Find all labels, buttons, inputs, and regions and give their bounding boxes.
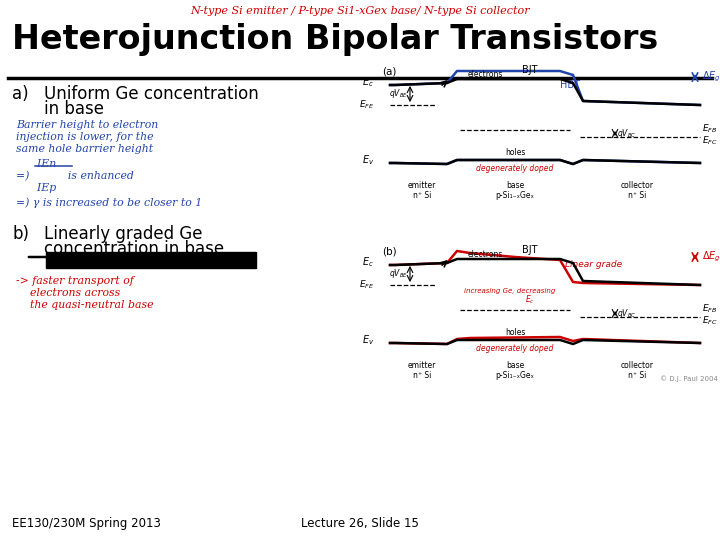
Text: $E_c$: $E_c$ [525,293,535,306]
Text: $E_c$: $E_c$ [362,255,374,269]
Text: EE130/230M Spring 2013: EE130/230M Spring 2013 [12,517,161,530]
Text: (b): (b) [382,247,397,257]
Text: holes: holes [505,148,525,157]
Text: increasing Ge, decreasing: increasing Ge, decreasing [464,288,556,294]
Text: $E_{FB}$: $E_{FB}$ [702,123,717,135]
Text: emitter
n⁺ Si: emitter n⁺ Si [408,181,436,200]
Text: concentration in base: concentration in base [44,240,224,258]
Text: Uniform Ge concentration: Uniform Ge concentration [44,85,258,103]
Text: electrons: electrons [467,250,503,259]
Text: $qV_{BE}$: $qV_{BE}$ [389,87,408,100]
Text: same hole barrier height: same hole barrier height [16,144,153,154]
Text: N-type Si emitter / P-type Si1-xGex base/ N-type Si collector: N-type Si emitter / P-type Si1-xGex base… [190,6,530,16]
Text: $E_v$: $E_v$ [361,153,374,167]
Text: $E_{FC}$: $E_{FC}$ [702,135,718,147]
Bar [46,252,256,268]
Text: (a): (a) [382,67,397,77]
Text: b): b) [12,225,29,243]
Text: electrons across: electrons across [16,288,120,298]
Text: emitter
n⁺ Si: emitter n⁺ Si [408,361,436,380]
Text: degenerately doped: degenerately doped [477,344,554,353]
Text: Heterojunction Bipolar Transistors: Heterojunction Bipolar Transistors [12,23,658,56]
Text: IEn: IEn [16,159,56,169]
Text: Barrier height to electron: Barrier height to electron [16,120,158,130]
Text: collector
n⁺ Si: collector n⁺ Si [621,361,654,380]
Text: $qV_{BE}$: $qV_{BE}$ [389,267,408,280]
Text: -> faster transport of: -> faster transport of [16,276,134,286]
Text: Lecture 26, Slide 15: Lecture 26, Slide 15 [301,517,419,530]
Text: =) γ is increased to be closer to 1: =) γ is increased to be closer to 1 [16,197,202,207]
Text: base
p-Si₁₋ₓGeₓ: base p-Si₁₋ₓGeₓ [495,361,534,380]
Text: degenerately doped: degenerately doped [477,164,554,173]
Text: © D.J. Paul 2004: © D.J. Paul 2004 [660,375,718,382]
Text: $E_v$: $E_v$ [361,333,374,347]
Text: collector
n⁺ Si: collector n⁺ Si [621,181,654,200]
Text: base
p-Si₁₋ₓGeₓ: base p-Si₁₋ₓGeₓ [495,181,534,200]
Text: Linear grade: Linear grade [565,260,622,269]
Text: $E_{FE}$: $E_{FE}$ [359,279,374,291]
Text: HBT: HBT [560,80,580,90]
Text: in base: in base [44,100,104,118]
Text: =)           is enhanced: =) is enhanced [16,171,134,181]
Text: holes: holes [505,328,525,337]
Text: $\Delta E_g$: $\Delta E_g$ [702,70,720,84]
Text: the quasi-neutral base: the quasi-neutral base [16,300,153,310]
Text: $E_{FB}$: $E_{FB}$ [702,303,717,315]
Text: $E_{FE}$: $E_{FE}$ [359,99,374,111]
Text: Linearly graded Ge: Linearly graded Ge [44,225,202,243]
Text: $qV_{BC}$: $qV_{BC}$ [617,307,636,320]
Text: electrons: electrons [467,70,503,79]
Text: $\Delta E_g$: $\Delta E_g$ [702,250,720,264]
Text: $E_c$: $E_c$ [362,75,374,89]
Text: BJT: BJT [522,245,538,255]
Text: $E_{FC}$: $E_{FC}$ [702,315,718,327]
Text: BJT: BJT [522,65,538,75]
Text: $qV_{BC}$: $qV_{BC}$ [617,127,636,140]
Text: injection is lower, for the: injection is lower, for the [16,132,153,142]
Text: IEp: IEp [16,183,56,193]
Text: a): a) [12,85,29,103]
